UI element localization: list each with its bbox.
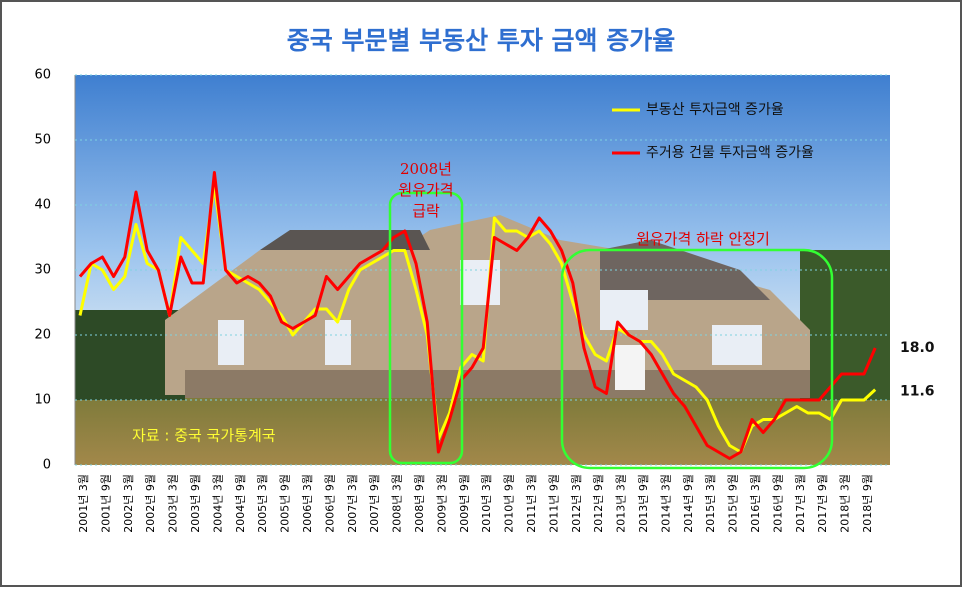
legend-label: 주거용 건물 투자금액 증가율 [646,145,814,161]
x-tick-label: 2005년 9월 [279,474,292,533]
y-tick-label: 30 [34,263,51,278]
highlight-box [388,191,464,465]
source-note: 자료 : 중국 국가통계국 [132,427,276,445]
y-tick-label: 50 [34,133,51,148]
x-tick-label: 2004년 3월 [211,474,224,533]
x-tick-label: 2006년 3월 [301,474,314,533]
y-tick-label: 40 [34,198,51,213]
x-tick-label: 2010년 3월 [480,474,493,533]
y-tick-label: 60 [34,68,51,83]
y-tick-label: 20 [34,328,51,343]
x-tick-label: 2001년 3월 [77,474,90,533]
x-tick-label: 2007년 9월 [368,474,381,533]
value-label: 11.6 [900,384,935,400]
x-tick-label: 2012년 9월 [592,474,605,533]
annotation: 원유가격 하락 안정기 [636,230,770,248]
annotation: 급락 [412,202,440,220]
series-line [78,171,877,460]
y-tick-label: 10 [34,393,51,408]
x-tick-label: 2002년 3월 [122,474,135,533]
x-tick-label: 2010년 9월 [503,474,516,533]
x-tick-label: 2012년 3월 [570,474,583,533]
x-tick-label: 2006년 9월 [323,474,336,533]
x-tick-label: 2009년 3월 [435,474,448,533]
x-tick-label: 2014년 3월 [659,474,672,533]
x-tick-label: 2008년 3월 [391,474,404,533]
x-tick-label: 2011년 3월 [525,474,538,533]
legend-label: 부동산 투자금액 증가율 [646,102,784,118]
y-tick-label: 0 [43,458,51,473]
x-tick-label: 2002년 9월 [144,474,157,533]
x-tick-label: 2017년 9월 [816,474,829,533]
background-photo [75,75,890,465]
x-tick-label: 2018년 9월 [861,474,874,533]
annotation: 원유가격 [398,181,453,199]
x-tick-label: 2009년 9월 [458,474,471,533]
x-tick-label: 2017년 3월 [794,474,807,533]
x-tick-label: 2018년 3월 [839,474,852,533]
x-tick-label: 2016년 3월 [749,474,762,533]
x-tick-label: 2011년 9월 [547,474,560,533]
x-tick-label: 2015년 9월 [727,474,740,533]
x-tick-label: 2004년 9월 [234,474,247,533]
value-label: 18.0 [900,340,935,356]
x-tick-label: 2001년 9월 [99,474,112,533]
x-tick-label: 2003년 3월 [167,474,180,533]
x-tick-label: 2015년 3월 [704,474,717,533]
x-tick-label: 2005년 3월 [256,474,269,533]
x-tick-label: 2008년 9월 [413,474,426,533]
x-tick-label: 2013년 9월 [637,474,650,533]
x-tick-label: 2007년 3월 [346,474,359,533]
x-tick-label: 2013년 3월 [615,474,628,533]
x-tick-label: 2016년 9월 [771,474,784,533]
x-tick-label: 2003년 9월 [189,474,202,533]
highlight-box [560,248,834,470]
plot: 0 10 20 30 40 50 60 2001년 3월 2001년 9월 2002년 3월 200… [34,68,934,533]
x-tick-label: 2014년 9월 [682,474,695,533]
chart-title: 중국 부문별 부동산 투자 금액 증가율 [287,26,676,55]
annotation: 2008년 [400,160,452,178]
